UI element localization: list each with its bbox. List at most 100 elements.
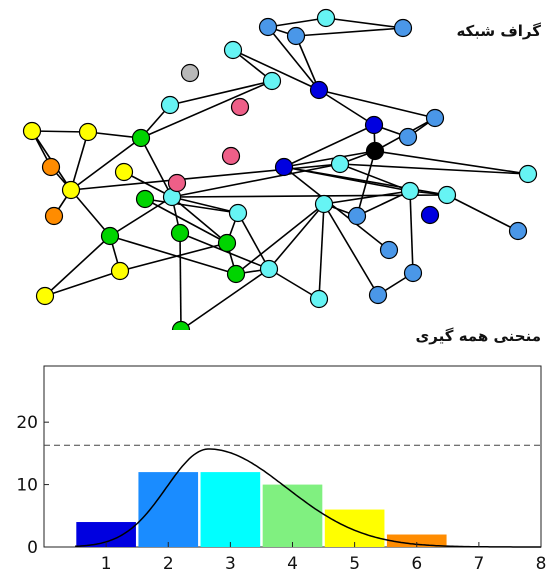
graph-edge <box>171 196 239 214</box>
graph-edge <box>318 89 436 119</box>
graph-node <box>110 261 130 281</box>
graph-edge <box>119 242 228 272</box>
graph-node <box>259 259 279 279</box>
graph-node <box>393 18 413 38</box>
graph-node <box>274 157 294 177</box>
graph-node <box>347 206 367 226</box>
graph-node <box>309 80 329 100</box>
graph-edge <box>31 130 89 133</box>
graph-node <box>316 8 336 28</box>
graph-node <box>44 206 64 226</box>
y-tick-label: 10 <box>16 476 38 496</box>
graph-node <box>330 154 350 174</box>
graph-edge <box>140 137 173 198</box>
graph-node <box>364 115 384 135</box>
graph-edge <box>409 190 414 274</box>
y-tick-label: 20 <box>16 413 38 433</box>
graph-node <box>425 108 445 128</box>
graph-edge <box>70 137 142 191</box>
graph-edge <box>374 150 529 175</box>
graph-edge <box>169 80 273 106</box>
x-tick-label: 6 <box>411 554 422 574</box>
graph-edge <box>44 235 111 297</box>
graph-node <box>314 194 334 214</box>
graph-edge <box>144 198 239 214</box>
chart-plot: 1 2 3 4 5 6 7 8 0 10 20 <box>16 365 547 574</box>
chart-title: منحنی همه گیری <box>415 327 541 345</box>
graph-edge <box>356 190 411 217</box>
graph-node <box>258 17 278 37</box>
graph-edge <box>237 212 270 270</box>
graph-node <box>180 63 200 83</box>
graph-node <box>78 122 98 142</box>
graph-node <box>403 263 423 283</box>
x-tick-label: 7 <box>473 554 484 574</box>
graph-node <box>170 223 190 243</box>
graph-node <box>365 141 385 161</box>
graph-node <box>398 127 418 147</box>
graph-edge <box>144 198 228 244</box>
graph-node <box>135 189 155 209</box>
graph-node <box>160 95 180 115</box>
graph-edge <box>267 26 320 91</box>
graph-edge <box>109 196 173 237</box>
x-tick-label: 1 <box>101 554 112 574</box>
graph-edge <box>268 268 320 300</box>
graph-node <box>223 40 243 60</box>
graph-node <box>437 185 457 205</box>
graph-node <box>368 285 388 305</box>
graph-node <box>228 203 248 223</box>
graph-edge <box>295 27 404 37</box>
x-tick-label: 4 <box>287 554 298 574</box>
graph-node <box>286 26 306 46</box>
graph-node <box>114 162 134 182</box>
graph-node <box>131 128 151 148</box>
graph-node <box>22 121 42 141</box>
graph-edge <box>318 89 375 126</box>
graph-edge <box>318 203 325 300</box>
graph-node <box>167 173 187 193</box>
graph-edge <box>295 35 320 91</box>
graph-edge <box>180 268 270 330</box>
graph-edge <box>339 163 411 192</box>
graph-edge <box>171 196 228 244</box>
graph-edge <box>356 150 376 217</box>
graph-edge <box>109 235 237 275</box>
graph-edge <box>283 150 376 168</box>
graph-node <box>309 289 329 309</box>
graph-edge <box>235 203 325 275</box>
graph-edge <box>323 203 379 296</box>
x-tick-label: 2 <box>163 554 174 574</box>
graph-edge <box>268 203 325 270</box>
graph-node <box>41 157 61 177</box>
graph-node <box>262 71 282 91</box>
graph-edge <box>179 232 182 330</box>
graph-edge <box>323 190 411 205</box>
graph-edge <box>140 80 273 139</box>
bar <box>386 534 447 547</box>
graph-node <box>100 226 120 246</box>
graph-node <box>518 164 538 184</box>
epidemic-curve <box>75 448 541 548</box>
bar <box>200 472 261 547</box>
x-tick-label: 8 <box>536 554 547 574</box>
graph-edge <box>70 189 111 237</box>
graph-node <box>400 181 420 201</box>
graph-node <box>420 205 440 225</box>
graph-edge <box>283 124 375 168</box>
graph-edge <box>44 270 121 297</box>
bar <box>324 509 385 547</box>
graph-nodes <box>22 8 538 330</box>
x-tick-label: 5 <box>349 554 360 574</box>
graph-edge <box>325 17 404 29</box>
graph-edge <box>339 163 529 175</box>
graph-edge <box>283 166 448 196</box>
graph-node <box>379 240 399 260</box>
graph-node <box>230 97 250 117</box>
graph-title: گراف شبکه <box>456 22 541 40</box>
graph-edge <box>70 131 89 191</box>
graph-node <box>508 221 528 241</box>
graph-node <box>221 146 241 166</box>
